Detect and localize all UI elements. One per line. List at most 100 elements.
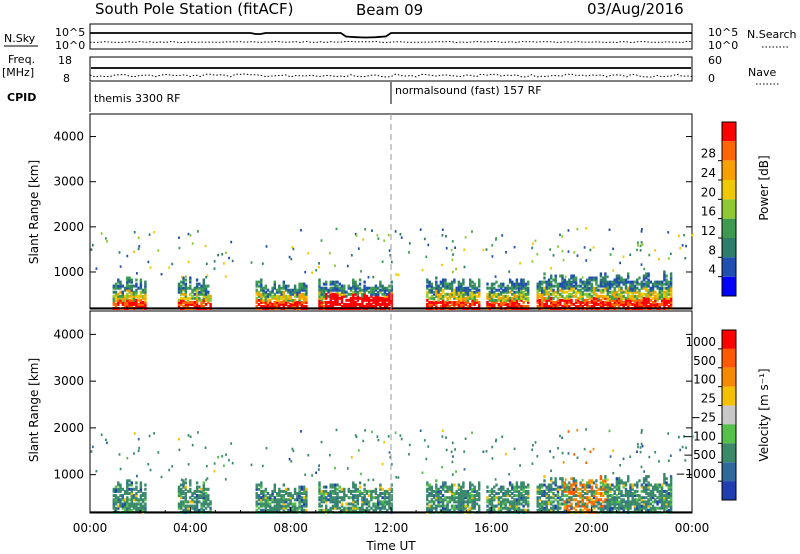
data-cell <box>552 278 555 282</box>
data-cell <box>565 487 569 491</box>
data-cell <box>271 304 274 308</box>
data-cell <box>363 502 366 506</box>
data-cell <box>565 489 569 493</box>
data-cell <box>186 489 190 493</box>
data-cell <box>618 284 621 288</box>
data-cell <box>543 492 546 495</box>
data-cell <box>613 286 616 290</box>
data-cell <box>329 500 332 504</box>
data-cell <box>570 292 573 296</box>
data-cell <box>325 296 328 300</box>
data-cell <box>545 302 548 306</box>
data-cell <box>257 280 261 284</box>
data-cell <box>590 294 594 298</box>
data-cell <box>114 485 118 489</box>
data-cell <box>275 290 279 294</box>
data-cell <box>388 290 391 294</box>
data-cell <box>606 489 610 493</box>
data-cell <box>298 487 301 491</box>
data-cell <box>435 487 438 491</box>
data-cell <box>586 508 589 512</box>
data-cell <box>144 502 147 506</box>
data-cell <box>354 290 357 294</box>
data-cell <box>513 302 516 306</box>
data-cell <box>606 286 610 290</box>
data-cell <box>579 304 582 308</box>
data-cell <box>684 257 687 260</box>
data-cell <box>318 290 321 294</box>
data-cell <box>490 292 494 296</box>
data-cell <box>361 294 364 298</box>
data-cell <box>257 284 261 288</box>
data-cell <box>627 477 630 481</box>
data-cell <box>128 498 131 502</box>
data-cell <box>590 479 594 483</box>
data-cell <box>204 487 208 491</box>
data-cell <box>466 288 470 292</box>
data-cell <box>361 492 364 495</box>
data-cell <box>399 434 402 437</box>
data-cell <box>182 282 185 286</box>
data-cell <box>114 487 118 491</box>
data-cell <box>606 478 609 481</box>
data-cell <box>645 294 648 298</box>
data-cell <box>450 489 454 493</box>
data-cell <box>513 502 516 506</box>
data-cell <box>469 288 472 292</box>
data-cell <box>260 304 263 308</box>
data-cell <box>331 506 335 510</box>
data-cell <box>387 435 390 438</box>
data-cell <box>502 290 505 294</box>
data-cell <box>513 485 516 489</box>
data-cell <box>367 504 371 508</box>
data-cell <box>204 286 208 290</box>
data-cell <box>457 502 461 506</box>
data-cell <box>336 506 339 510</box>
data-cell <box>517 485 521 489</box>
data-cell <box>622 504 625 508</box>
data-cell <box>524 304 528 308</box>
colorbar-swatch <box>722 257 736 277</box>
data-cell <box>223 464 225 467</box>
data-cell <box>441 296 445 300</box>
data-cell <box>130 298 133 302</box>
data-cell <box>460 485 463 489</box>
data-cell <box>581 504 584 508</box>
data-cell <box>377 292 380 296</box>
data-cell <box>554 280 557 284</box>
data-cell <box>638 298 641 302</box>
data-cell <box>642 496 646 500</box>
data-cell <box>573 251 576 254</box>
data-cell <box>260 508 263 512</box>
data-cell <box>615 477 619 481</box>
data-cell <box>444 286 447 290</box>
data-cell <box>491 255 494 258</box>
data-cell <box>565 280 569 284</box>
data-cell <box>356 500 359 504</box>
data-cell <box>123 502 127 506</box>
data-cell <box>117 292 120 296</box>
data-cell <box>180 286 183 290</box>
data-cell <box>121 292 124 296</box>
data-cell <box>629 489 632 493</box>
data-cell <box>556 489 560 493</box>
data-cell <box>147 260 150 264</box>
data-cell <box>460 508 463 512</box>
data-cell <box>121 296 124 300</box>
data-cell <box>622 506 625 510</box>
data-cell <box>527 286 530 290</box>
data-cell <box>590 494 594 498</box>
data-cell <box>320 494 323 498</box>
data-cell <box>379 290 382 294</box>
data-cell <box>633 492 637 495</box>
data-cell <box>651 485 655 489</box>
data-cell <box>428 282 431 286</box>
data-cell <box>298 502 301 506</box>
data-cell <box>462 494 465 498</box>
data-cell <box>345 494 348 498</box>
data-cell <box>360 472 362 476</box>
data-cell <box>363 290 366 294</box>
data-cell <box>305 487 308 491</box>
data-cell <box>513 487 516 491</box>
data-cell <box>488 292 491 296</box>
